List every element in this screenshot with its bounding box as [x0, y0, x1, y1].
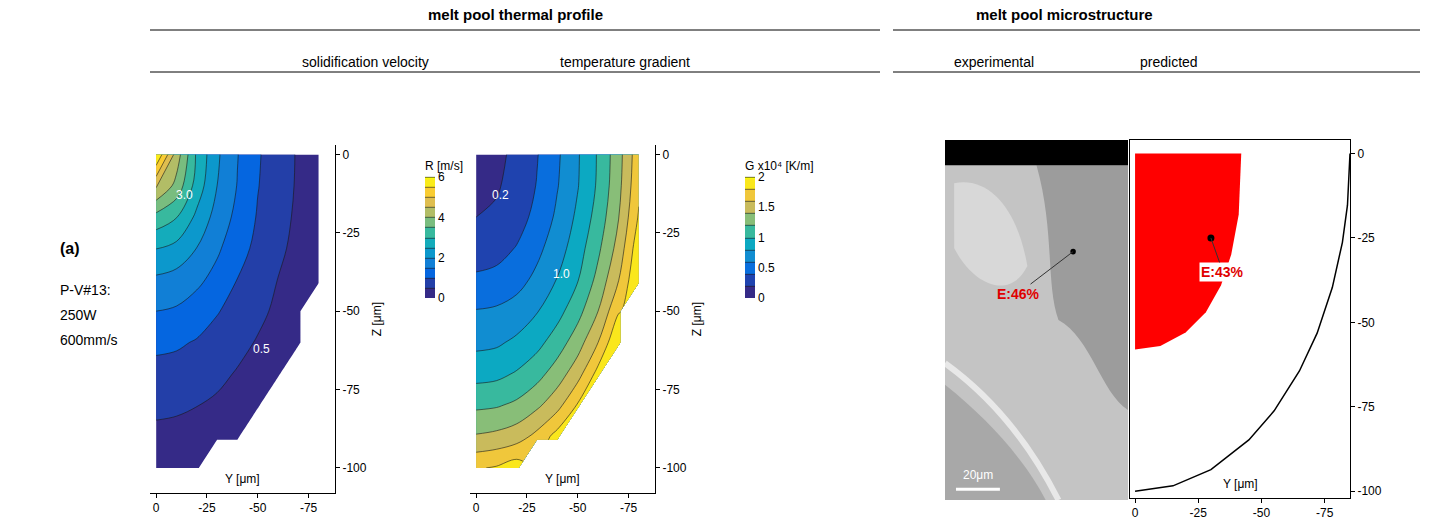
svg-text:-50: -50 [1253, 506, 1271, 520]
svg-text:temperature gradient: temperature gradient [560, 54, 690, 70]
svg-text:1: 1 [758, 231, 765, 245]
svg-text:-100: -100 [1357, 484, 1381, 498]
svg-text:0: 0 [1132, 506, 1139, 520]
svg-text:P-V#13:: P-V#13: [60, 282, 111, 298]
svg-text:-75: -75 [342, 383, 360, 397]
svg-text:-100: -100 [342, 461, 366, 475]
svg-text:2: 2 [438, 251, 445, 265]
svg-text:E:46%: E:46% [997, 286, 1040, 302]
svg-text:0: 0 [1357, 147, 1364, 161]
svg-text:0: 0 [662, 148, 669, 162]
svg-text:-75: -75 [662, 383, 680, 397]
svg-text:predicted: predicted [1140, 54, 1198, 70]
svg-text:melt pool microstructure: melt pool microstructure [976, 6, 1153, 23]
svg-text:2: 2 [758, 170, 765, 184]
svg-text:Y [μm]: Y [μm] [545, 472, 580, 486]
svg-text:20μm: 20μm [963, 468, 993, 482]
svg-text:Y [μm]: Y [μm] [225, 472, 260, 486]
svg-text:-25: -25 [342, 226, 360, 240]
svg-text:0: 0 [758, 291, 765, 305]
svg-text:-50: -50 [1357, 316, 1375, 330]
svg-text:Y [μm]: Y [μm] [1223, 477, 1258, 491]
svg-text:-25: -25 [1357, 231, 1375, 245]
svg-text:0.5: 0.5 [253, 342, 270, 356]
svg-text:Z [μm]: Z [μm] [690, 302, 704, 336]
svg-text:4: 4 [438, 211, 445, 225]
svg-text:1.0: 1.0 [553, 267, 570, 281]
svg-text:0: 0 [438, 291, 445, 305]
svg-text:0: 0 [342, 148, 349, 162]
svg-text:250W: 250W [60, 307, 97, 323]
svg-text:experimental: experimental [954, 54, 1034, 70]
svg-text:(a): (a) [60, 240, 80, 257]
svg-text:G x10⁴ [K/m]: G x10⁴ [K/m] [745, 159, 814, 173]
svg-text:solidification velocity: solidification velocity [302, 54, 429, 70]
svg-text:-50: -50 [662, 304, 680, 318]
svg-text:-25: -25 [198, 501, 216, 515]
svg-text:-25: -25 [1190, 506, 1208, 520]
svg-text:melt pool thermal profile: melt pool thermal profile [428, 6, 603, 23]
svg-text:Z [μm]: Z [μm] [370, 302, 384, 336]
svg-text:-50: -50 [249, 501, 267, 515]
svg-text:0: 0 [153, 501, 160, 515]
svg-text:6: 6 [438, 170, 445, 184]
svg-text:-75: -75 [620, 501, 638, 515]
svg-text:-100: -100 [662, 461, 686, 475]
svg-text:-75: -75 [300, 501, 318, 515]
svg-text:-75: -75 [1316, 506, 1334, 520]
svg-text:3.0: 3.0 [176, 188, 193, 202]
svg-text:R [m/s]: R [m/s] [425, 159, 463, 173]
svg-text:-25: -25 [662, 226, 680, 240]
svg-text:0.5: 0.5 [758, 261, 775, 275]
svg-text:-25: -25 [518, 501, 536, 515]
svg-text:-50: -50 [569, 501, 587, 515]
svg-text:0.2: 0.2 [492, 188, 509, 202]
svg-text:E:43%: E:43% [1201, 264, 1244, 280]
svg-text:600mm/s: 600mm/s [60, 332, 118, 348]
svg-text:-75: -75 [1357, 400, 1375, 414]
svg-text:0: 0 [473, 501, 480, 515]
svg-text:-50: -50 [342, 304, 360, 318]
svg-text:1.5: 1.5 [758, 200, 775, 214]
